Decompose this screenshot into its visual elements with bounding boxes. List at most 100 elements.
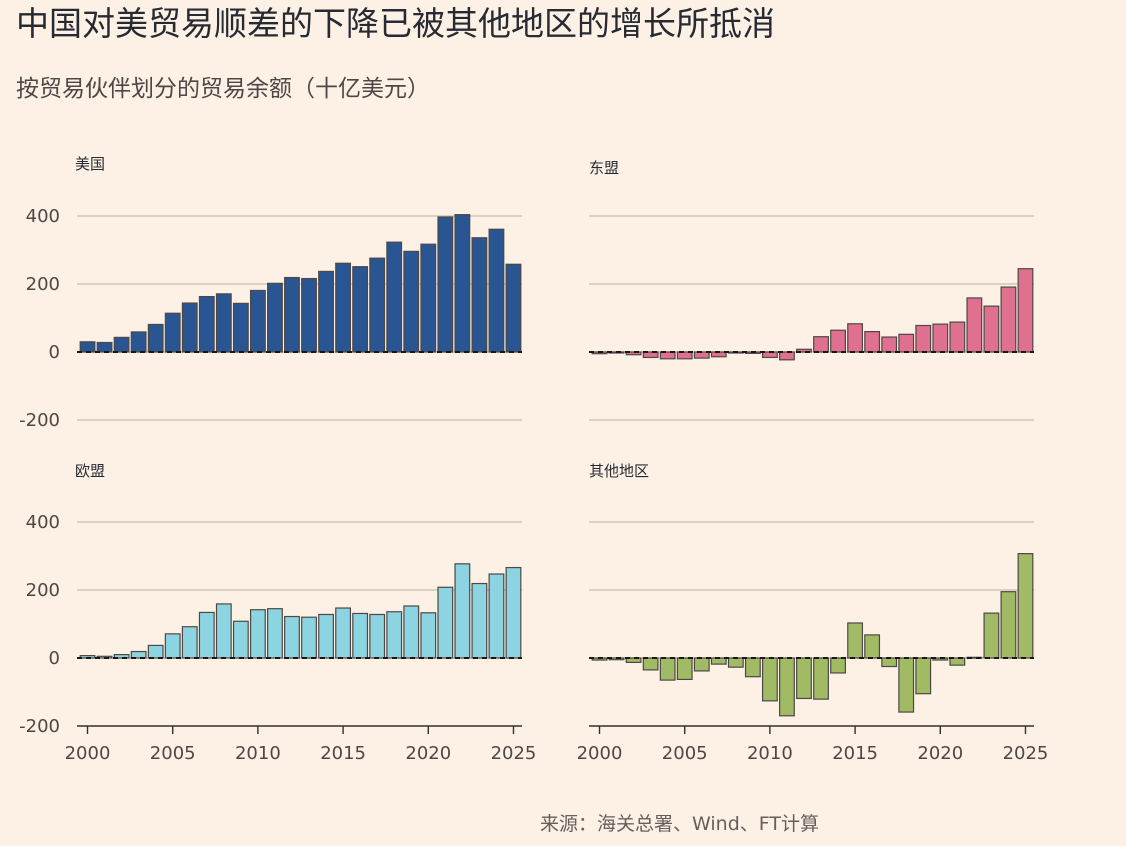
bar [676, 351, 693, 360]
bar [488, 573, 505, 659]
bar [301, 616, 317, 659]
bar [267, 608, 283, 659]
bar [454, 214, 471, 353]
y-tick-label: 200 [26, 580, 60, 601]
bar [779, 351, 795, 361]
bar [284, 615, 300, 659]
bar [796, 348, 812, 353]
x-tick-label: 2005 [150, 743, 196, 764]
page-title: 中国对美贸易顺差的下降已被其他地区的增长所抵消 [16, 4, 775, 43]
bar [96, 341, 113, 353]
bar [249, 289, 266, 353]
bar [318, 270, 334, 353]
bar [198, 611, 215, 659]
bar [830, 657, 846, 674]
x-tick-label: 2025 [1003, 743, 1049, 764]
bar [1017, 553, 1034, 659]
bar [301, 277, 317, 353]
bar [864, 331, 881, 353]
x-tick-label: 2010 [747, 743, 793, 764]
bar [147, 323, 164, 353]
bar [471, 237, 488, 353]
bar [642, 657, 659, 671]
bar [113, 653, 130, 659]
bar [369, 613, 386, 659]
panel-label: 美国 [75, 155, 105, 173]
y-tick-label: 0 [49, 648, 60, 669]
panel-label: 欧盟 [75, 462, 105, 480]
bar [966, 297, 983, 353]
bar [164, 312, 181, 353]
bar [813, 657, 829, 700]
bar [898, 333, 915, 353]
bar [267, 282, 283, 353]
bar [318, 613, 334, 659]
bar [761, 657, 778, 702]
bar [505, 566, 522, 659]
bar [130, 331, 147, 353]
bar [983, 305, 1000, 353]
bar [744, 657, 761, 678]
y-tick-label: -200 [19, 410, 60, 431]
x-tick-label: 2000 [65, 743, 111, 764]
bar [796, 657, 812, 700]
bar [898, 657, 915, 713]
bar [232, 302, 249, 353]
bar [659, 351, 676, 360]
bar [1000, 286, 1017, 353]
bar [642, 351, 659, 359]
bar [864, 634, 881, 659]
panel-label: 东盟 [589, 159, 619, 177]
x-tick-label: 2015 [832, 743, 878, 764]
bar [335, 262, 352, 353]
y-tick-label: 400 [26, 512, 60, 533]
x-tick-label: 2025 [491, 743, 537, 764]
bar [881, 657, 898, 668]
bar [335, 607, 352, 659]
bar [369, 257, 386, 353]
bar [437, 216, 454, 353]
x-tick-label: 2020 [405, 743, 451, 764]
bar [847, 323, 864, 353]
bar [403, 250, 420, 353]
bar [1017, 268, 1034, 353]
bar [847, 622, 864, 659]
bar [1000, 591, 1017, 659]
bar [813, 336, 829, 353]
bar [454, 563, 471, 659]
bar [386, 611, 403, 659]
bar [659, 657, 676, 681]
bar [147, 644, 164, 659]
bar [779, 657, 795, 717]
bar [437, 586, 454, 659]
x-tick-label: 2000 [577, 743, 623, 764]
bar [232, 620, 249, 659]
bar [130, 650, 147, 659]
bar [830, 329, 846, 353]
bar [949, 321, 966, 353]
bar [932, 323, 949, 353]
y-tick-label: -200 [19, 716, 60, 737]
bar [505, 263, 522, 353]
bar [164, 633, 181, 659]
y-tick-label: 400 [26, 206, 60, 227]
bar [284, 276, 300, 353]
bar [198, 295, 215, 353]
y-tick-label: 0 [49, 342, 60, 363]
bar [949, 657, 966, 666]
bar [181, 626, 198, 659]
bar [420, 612, 437, 659]
bar [915, 324, 932, 353]
bar [249, 609, 266, 659]
bar [215, 293, 232, 353]
bar [625, 351, 642, 356]
source-note: 来源：海关总署、Wind、FT计算 [540, 813, 819, 835]
bar [915, 657, 932, 695]
panel-label: 其他地区 [589, 462, 649, 480]
bar [113, 336, 130, 353]
y-tick-label: 200 [26, 274, 60, 295]
x-tick-label: 2005 [662, 743, 708, 764]
bar [215, 603, 232, 659]
x-tick-label: 2015 [320, 743, 366, 764]
